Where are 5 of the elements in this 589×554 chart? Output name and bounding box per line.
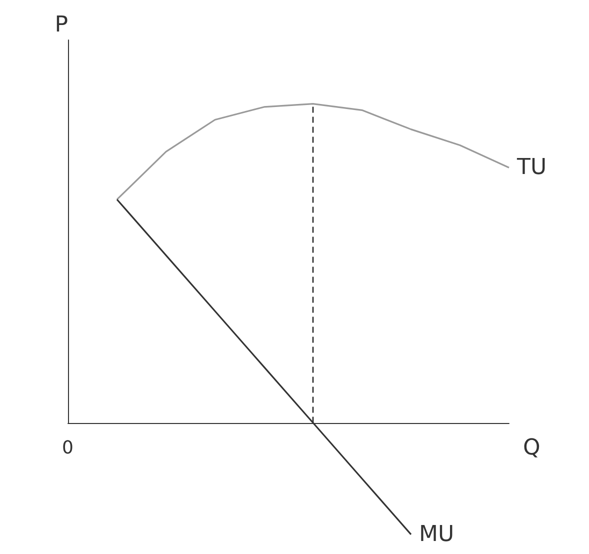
- series-label: MU: [419, 522, 454, 547]
- annotation: 0: [62, 437, 74, 458]
- series-label: TU: [516, 155, 547, 180]
- y-axis-title: P: [54, 12, 68, 38]
- x-axis-title: Q: [523, 435, 540, 460]
